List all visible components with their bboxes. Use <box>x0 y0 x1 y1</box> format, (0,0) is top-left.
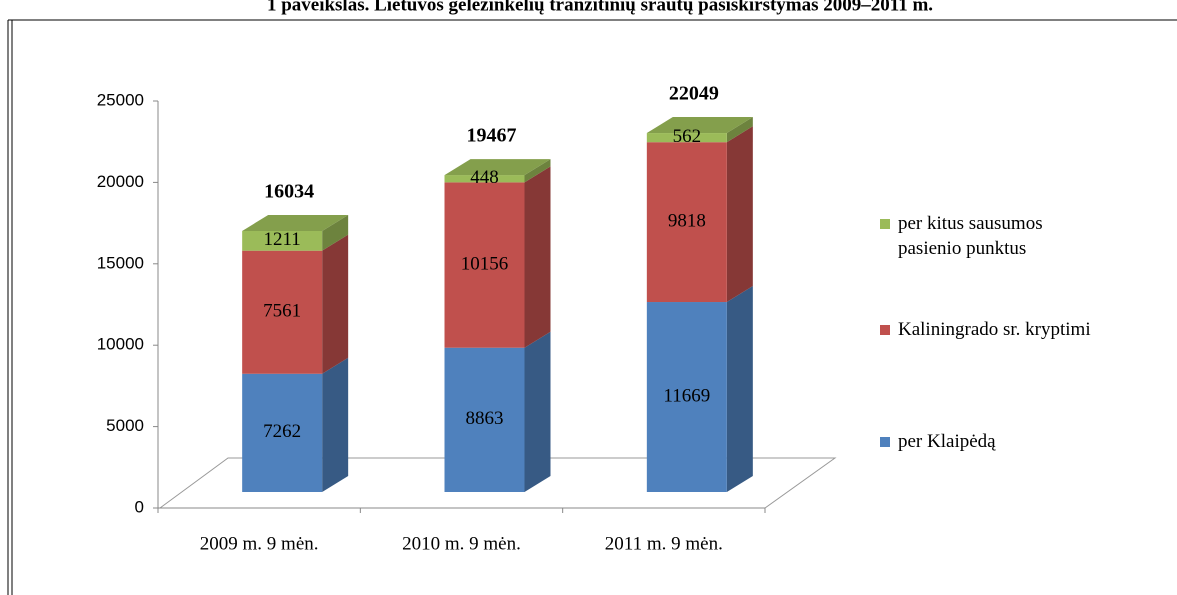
bar-side <box>322 357 349 492</box>
y-tick-label: 25000 <box>97 90 144 109</box>
data-label: 7262 <box>263 421 301 442</box>
data-label: 8863 <box>466 408 504 429</box>
total-label: 22049 <box>669 83 719 105</box>
bar <box>646 142 727 303</box>
chart-title: 1 paveikslas. Lietuvos geležinkelių tran… <box>267 0 933 15</box>
bar <box>444 182 525 348</box>
total-label: 19467 <box>467 125 517 147</box>
bar <box>242 373 323 492</box>
x-tick-label: 2011 m. 9 mėn. <box>605 533 723 554</box>
data-label: 9818 <box>668 210 706 231</box>
bar-side <box>524 159 551 183</box>
bar-side <box>322 234 349 374</box>
y-tick-label: 15000 <box>97 253 144 272</box>
y-tick-label: 0 <box>135 497 144 516</box>
legend-swatch <box>880 325 890 335</box>
y-tick-label: 20000 <box>97 172 144 191</box>
bar <box>444 175 525 183</box>
data-label: 562 <box>673 126 702 147</box>
data-label: 448 <box>470 167 499 188</box>
bar-side <box>726 126 753 303</box>
bar-top <box>646 117 753 134</box>
legend-label: Kaliningrado sr. kryptimi <box>898 319 1091 340</box>
bar <box>444 347 525 492</box>
bar-side <box>726 286 753 492</box>
bar-top <box>444 159 551 176</box>
bar <box>242 250 323 374</box>
x-tick-label: 2010 m. 9 mėn. <box>402 533 521 554</box>
x-tick-label: 2009 m. 9 mėn. <box>200 533 319 554</box>
bar-side <box>524 166 551 348</box>
legend-swatch <box>880 219 890 229</box>
bar <box>646 302 727 492</box>
legend-label: per Klaipėdą <box>898 431 996 452</box>
y-tick-label: 5000 <box>106 416 144 435</box>
bar-side <box>322 214 349 251</box>
bar-top <box>242 214 349 231</box>
y-tick-label: 10000 <box>97 335 144 354</box>
legend-swatch <box>880 437 890 447</box>
bar-side <box>726 117 753 143</box>
data-label: 7561 <box>263 301 301 322</box>
data-label: 10156 <box>461 253 509 274</box>
bar <box>242 230 323 251</box>
total-label: 16034 <box>264 181 314 203</box>
data-label: 1211 <box>264 229 301 250</box>
data-label: 11669 <box>663 385 710 406</box>
legend-label: per kitus sausumos pasienio punktus <box>898 213 1043 259</box>
bar <box>646 133 727 143</box>
bar-side <box>524 331 551 492</box>
